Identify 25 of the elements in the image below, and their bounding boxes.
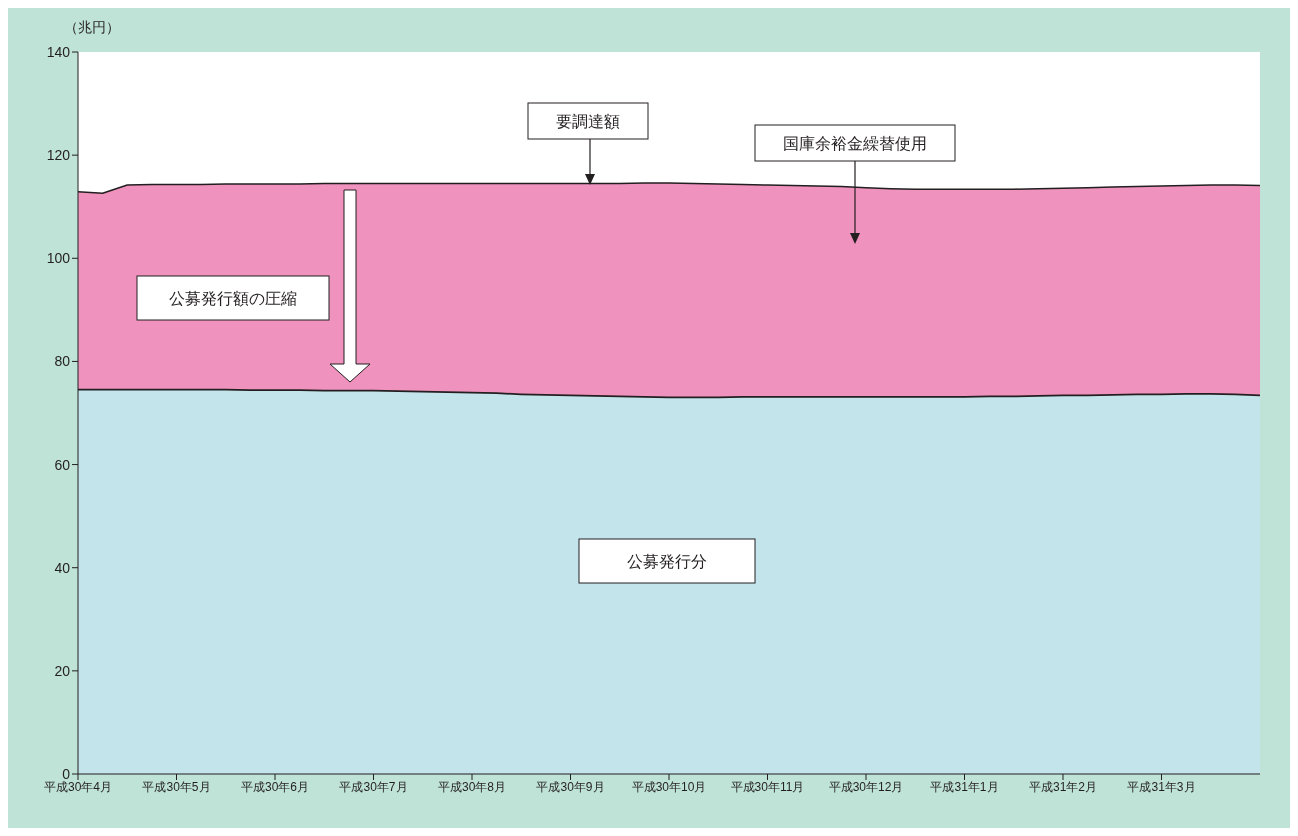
x-tick-label: 平成30年6月 — [240, 779, 310, 794]
x-tick-label: 平成30年8月 — [437, 779, 507, 794]
y-tick-label: 20 — [54, 662, 71, 679]
annotation: 公募発行額の圧縮 — [169, 289, 297, 307]
x-tick-label: 平成31年3月 — [1127, 779, 1196, 794]
annotation: 公募発行分 — [627, 552, 707, 570]
y-tick-label: 100 — [46, 250, 71, 267]
x-tick-label: 平成30年12月 — [828, 779, 904, 794]
x-tick-label: 平成30年9月 — [536, 779, 605, 794]
y-tick-label: 40 — [54, 559, 71, 576]
y-tick-label: 0 — [62, 765, 71, 782]
x-tick-label: 平成30年5月 — [142, 779, 211, 794]
y-tick-label: 80 — [54, 353, 71, 370]
y-tick-label: 140 — [46, 43, 71, 60]
x-tick-label: 平成30年10月 — [631, 779, 707, 794]
x-tick-label: 平成31年2月 — [1028, 779, 1098, 794]
y-tick-label: 60 — [54, 456, 71, 473]
annotation: 要調達額 — [556, 112, 620, 130]
x-tick-label: 平成30年7月 — [339, 779, 408, 794]
annotation: 国庫余裕金繰替使用 — [783, 134, 927, 152]
x-tick-label: 平成30年11月 — [730, 779, 805, 794]
x-tick-label: 平成30年4月 — [43, 779, 113, 794]
y-axis-title: （兆円） — [64, 19, 120, 35]
x-tick-label: 平成31年1月 — [930, 779, 999, 794]
y-tick-label: 120 — [46, 147, 71, 164]
